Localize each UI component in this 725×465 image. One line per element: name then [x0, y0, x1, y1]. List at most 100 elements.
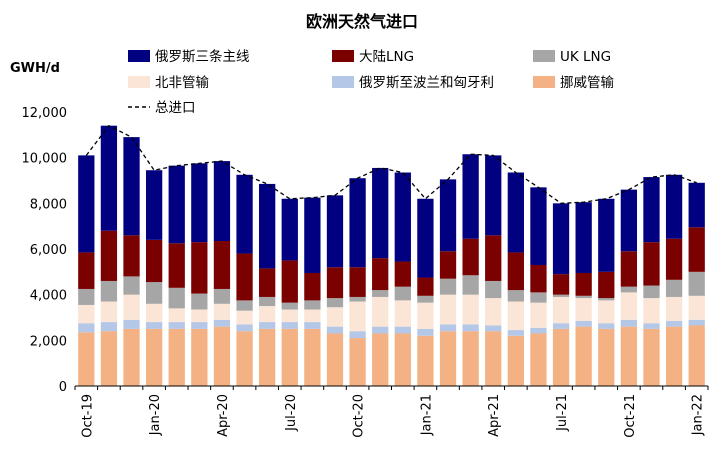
bar-segment — [394, 300, 411, 327]
bar-segment — [598, 328, 615, 386]
bar-segment — [439, 331, 457, 386]
bar-segment — [485, 331, 502, 386]
bar-segment — [123, 276, 140, 295]
bar-segment — [643, 177, 660, 243]
bar-segment — [281, 198, 298, 261]
bar-segment — [191, 322, 208, 329]
bar-segment — [530, 187, 547, 265]
bar-segment — [439, 324, 457, 332]
y-axis: 0 2,000 4,000 6,000 8,000 10,000 12,000 — [22, 106, 68, 395]
bar-segment — [417, 335, 434, 386]
x-tick-label: Oct-21 — [623, 394, 638, 438]
bar-segment — [439, 179, 457, 252]
bar-segment — [100, 280, 118, 302]
bar-segment — [168, 322, 185, 329]
bar-segment — [349, 338, 366, 386]
bar-segment — [530, 292, 547, 303]
bar-segment — [123, 319, 140, 329]
legend-swatch — [128, 50, 150, 62]
bar-segment — [485, 298, 502, 326]
bar-segment — [145, 170, 163, 240]
bar-segment — [281, 260, 298, 303]
bar-segment — [394, 326, 411, 334]
bar-segment — [643, 323, 660, 329]
bar-segment — [620, 292, 638, 320]
bar-segment — [281, 309, 298, 323]
bar-segment — [688, 182, 705, 228]
bar-segment — [552, 323, 570, 329]
legend-swatch — [332, 50, 354, 62]
bar-segment — [620, 326, 638, 386]
bar-segment — [349, 267, 366, 297]
bar-segment — [507, 252, 524, 291]
bar-segment — [552, 294, 570, 297]
bar-segment — [236, 174, 253, 254]
bar-segment — [259, 183, 276, 269]
bar-segment — [168, 308, 185, 323]
bar-segment — [236, 253, 253, 301]
bar-segment — [552, 328, 570, 386]
x-tick-label: Apr-21 — [487, 394, 502, 437]
bar-segment — [507, 330, 524, 336]
bar-segment — [326, 333, 344, 386]
legend-swatch — [533, 50, 555, 62]
bar-segment — [100, 331, 118, 386]
bar-segment — [213, 303, 231, 320]
bar-segment — [372, 290, 389, 297]
bar-segment — [236, 324, 253, 332]
bar-segment — [236, 300, 253, 311]
bar-segment — [598, 323, 615, 329]
bar-segment — [575, 272, 592, 296]
bar-segment — [417, 277, 434, 296]
bar-segment — [213, 288, 231, 304]
legend-swatch — [332, 76, 354, 88]
bar-segment — [123, 137, 140, 236]
y-tick-label: 0 — [59, 380, 67, 395]
bar-segment — [643, 285, 660, 299]
bar-segment — [530, 333, 547, 386]
bar-segment — [304, 272, 321, 301]
bar-segment — [575, 326, 592, 386]
bar-segment — [507, 172, 524, 253]
bar-segment — [530, 302, 547, 328]
bar-segment — [78, 323, 95, 333]
bar-segment — [665, 320, 683, 327]
bar-segment — [100, 125, 118, 231]
bar-segment — [259, 296, 276, 307]
x-axis: Oct-19 Jan-20 Apr-20 Jul-20 Oct-20 Jan-21 Apr-… — [74, 385, 709, 438]
bar-segment — [168, 165, 185, 244]
total-line — [85, 124, 697, 204]
bar-segment — [507, 290, 524, 302]
x-tick-label: Apr-20 — [216, 394, 231, 437]
bar-segment — [439, 278, 457, 295]
bar-segment — [304, 309, 321, 323]
bar-segment — [145, 322, 163, 329]
bar-segment — [349, 301, 366, 332]
bar-segment — [462, 331, 479, 386]
bar-segment — [462, 275, 479, 295]
bar-segment — [417, 198, 434, 278]
bar-segment — [372, 167, 389, 259]
bar-segment — [665, 296, 683, 321]
bar-segment — [688, 271, 705, 296]
bar-segment — [439, 251, 457, 279]
bar-segment — [123, 235, 140, 277]
bar-segment — [326, 298, 344, 308]
bar-segment — [326, 326, 344, 334]
bar-segment — [598, 198, 615, 272]
bar-segment — [643, 298, 660, 324]
bar-segment — [394, 261, 411, 287]
bar-segment — [417, 295, 434, 303]
bar-segment — [485, 235, 502, 281]
bar-segment — [598, 298, 615, 301]
bar-segment — [191, 328, 208, 386]
legend-label: 北非管输 — [155, 75, 209, 91]
bar-segment — [259, 306, 276, 323]
bar-segment — [530, 264, 547, 293]
y-tick-label: 6,000 — [30, 243, 67, 258]
legend-label: UK LNG — [560, 49, 611, 65]
legend-label: 挪威管输 — [560, 75, 614, 91]
bar-segment — [123, 294, 140, 320]
